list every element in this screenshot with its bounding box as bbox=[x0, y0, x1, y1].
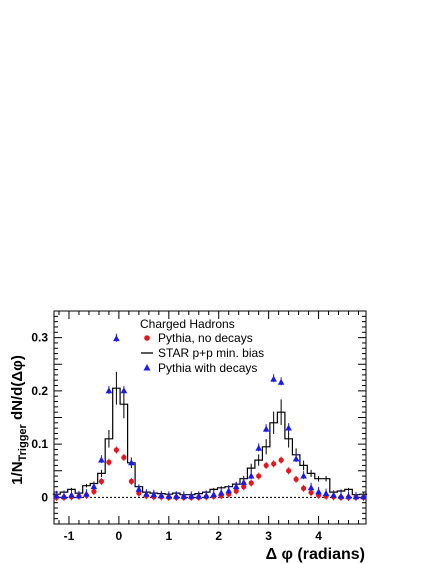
pythia-no-decays-point bbox=[248, 480, 254, 486]
pythia-with-decays-point bbox=[330, 491, 337, 498]
pythia-with-decays-point bbox=[292, 455, 300, 462]
pythia-with-decays-point bbox=[83, 490, 90, 497]
pythia-with-decays-point bbox=[300, 472, 307, 479]
pythia-with-decays-point bbox=[270, 375, 277, 382]
star-histogram-line bbox=[52, 387, 368, 496]
series-pythia-with-decays bbox=[53, 333, 367, 500]
pythia-no-decays-point bbox=[113, 447, 119, 453]
pythia-no-decays-point bbox=[293, 476, 299, 482]
pythia-with-decays-point bbox=[90, 483, 98, 490]
legend-marker-pythia-no-decays bbox=[144, 335, 150, 341]
pythia-no-decays-point bbox=[278, 457, 284, 463]
pythia-no-decays-point bbox=[241, 484, 247, 490]
pythia-with-decays-point bbox=[75, 492, 83, 499]
pythia-no-decays-point bbox=[98, 478, 105, 484]
pythia-with-decays-point bbox=[277, 378, 285, 385]
y-axis-title-suffix: dN/d(Δφ) bbox=[9, 355, 26, 424]
pythia-with-decays-point bbox=[135, 485, 143, 492]
legend-title: Charged Hadrons bbox=[140, 317, 235, 331]
legend: Charged Hadrons Pythia, no decays STAR p… bbox=[140, 317, 264, 375]
pythia-with-decays-point bbox=[322, 490, 330, 496]
pythia-no-decays-point bbox=[91, 488, 97, 495]
pythia-with-decays-point bbox=[232, 483, 240, 490]
pythia-with-decays-point bbox=[255, 444, 262, 451]
pythia-with-decays-point bbox=[128, 459, 135, 466]
pythia-no-decays-point bbox=[286, 468, 292, 474]
legend-label-pythia-with-decays: Pythia with decays bbox=[158, 361, 257, 375]
pythia-with-decays-point bbox=[285, 424, 292, 431]
pythia-with-decays-point bbox=[180, 492, 188, 499]
x-tick-label: 4 bbox=[315, 529, 322, 543]
pythia-with-decays-point bbox=[240, 478, 247, 485]
pythia-no-decays-point bbox=[128, 478, 134, 484]
x-tick-label: -1 bbox=[64, 529, 75, 543]
pythia-no-decays-point bbox=[256, 473, 262, 479]
pythia-with-decays-point bbox=[98, 456, 105, 463]
pythia-with-decays-point bbox=[150, 491, 158, 498]
pythia-with-decays-point bbox=[53, 492, 60, 499]
y-tick-label: 0.2 bbox=[31, 384, 48, 398]
pythia-no-decays-point bbox=[301, 485, 307, 491]
pythia-with-decays-point bbox=[113, 335, 120, 342]
y-axis-title-subscript: Trigger bbox=[17, 423, 29, 461]
x-tick-label: 0 bbox=[116, 529, 123, 543]
pythia-no-decays-point bbox=[121, 454, 127, 461]
legend-marker-pythia-with-decays bbox=[143, 364, 151, 371]
svg-text:1/NTrigger dN/d(Δφ): 1/NTrigger dN/d(Δφ) bbox=[9, 355, 29, 485]
pythia-with-decays-point bbox=[173, 492, 180, 499]
y-axis-title: 1/NTrigger dN/d(Δφ) bbox=[9, 355, 29, 485]
pythia-with-decays-point bbox=[158, 492, 165, 499]
series-star-p-p-min-bias bbox=[52, 371, 368, 497]
legend-label-pythia-no-decays: Pythia, no decays bbox=[158, 331, 253, 345]
pythia-no-decays-point bbox=[136, 490, 142, 496]
pythia-with-decays-point bbox=[60, 492, 68, 499]
x-tick-label: 1 bbox=[165, 529, 172, 543]
pythia-with-decays-point bbox=[307, 484, 315, 491]
pythia-with-decays-point bbox=[68, 491, 75, 498]
pythia-with-decays-point bbox=[210, 491, 217, 498]
pythia-no-decays-point bbox=[106, 459, 112, 465]
pythia-with-decays-point bbox=[360, 493, 367, 500]
pythia-with-decays-point bbox=[262, 425, 270, 432]
pythia-with-decays-point bbox=[188, 492, 195, 499]
pythia-no-decays-point bbox=[271, 461, 277, 467]
y-tick-label: 0.1 bbox=[31, 437, 48, 451]
pythia-no-decays-point bbox=[233, 488, 239, 494]
pythia-no-decays-point bbox=[308, 489, 314, 496]
pythia-with-decays-point bbox=[345, 492, 352, 499]
x-axis-title: Δ φ (radians) bbox=[266, 546, 365, 563]
pythia-with-decays-point bbox=[217, 489, 225, 496]
pythia-with-decays-point bbox=[203, 492, 210, 499]
pythia-with-decays-point bbox=[195, 492, 203, 499]
pythia-with-decays-point bbox=[225, 487, 232, 494]
pythia-with-decays-point bbox=[143, 490, 150, 497]
pythia-no-decays-point bbox=[263, 462, 269, 469]
pythia-with-decays-point bbox=[247, 472, 255, 479]
y-tick-label: 0.3 bbox=[31, 331, 48, 345]
y-tick-label: 0 bbox=[41, 490, 48, 504]
x-tick-label: 3 bbox=[265, 529, 272, 543]
y-axis-title-prefix: 1/N bbox=[9, 461, 26, 484]
pythia-with-decays-point bbox=[105, 387, 113, 394]
pythia-with-decays-point bbox=[120, 387, 128, 394]
pythia-with-decays-point bbox=[315, 488, 322, 495]
legend-label-star: STAR p+p min. bias bbox=[158, 346, 264, 360]
pythia-with-decays-point bbox=[165, 492, 173, 499]
pythia-with-decays-point bbox=[352, 493, 360, 500]
pythia-with-decays-point bbox=[337, 492, 345, 499]
x-tick-label: 2 bbox=[215, 529, 222, 543]
